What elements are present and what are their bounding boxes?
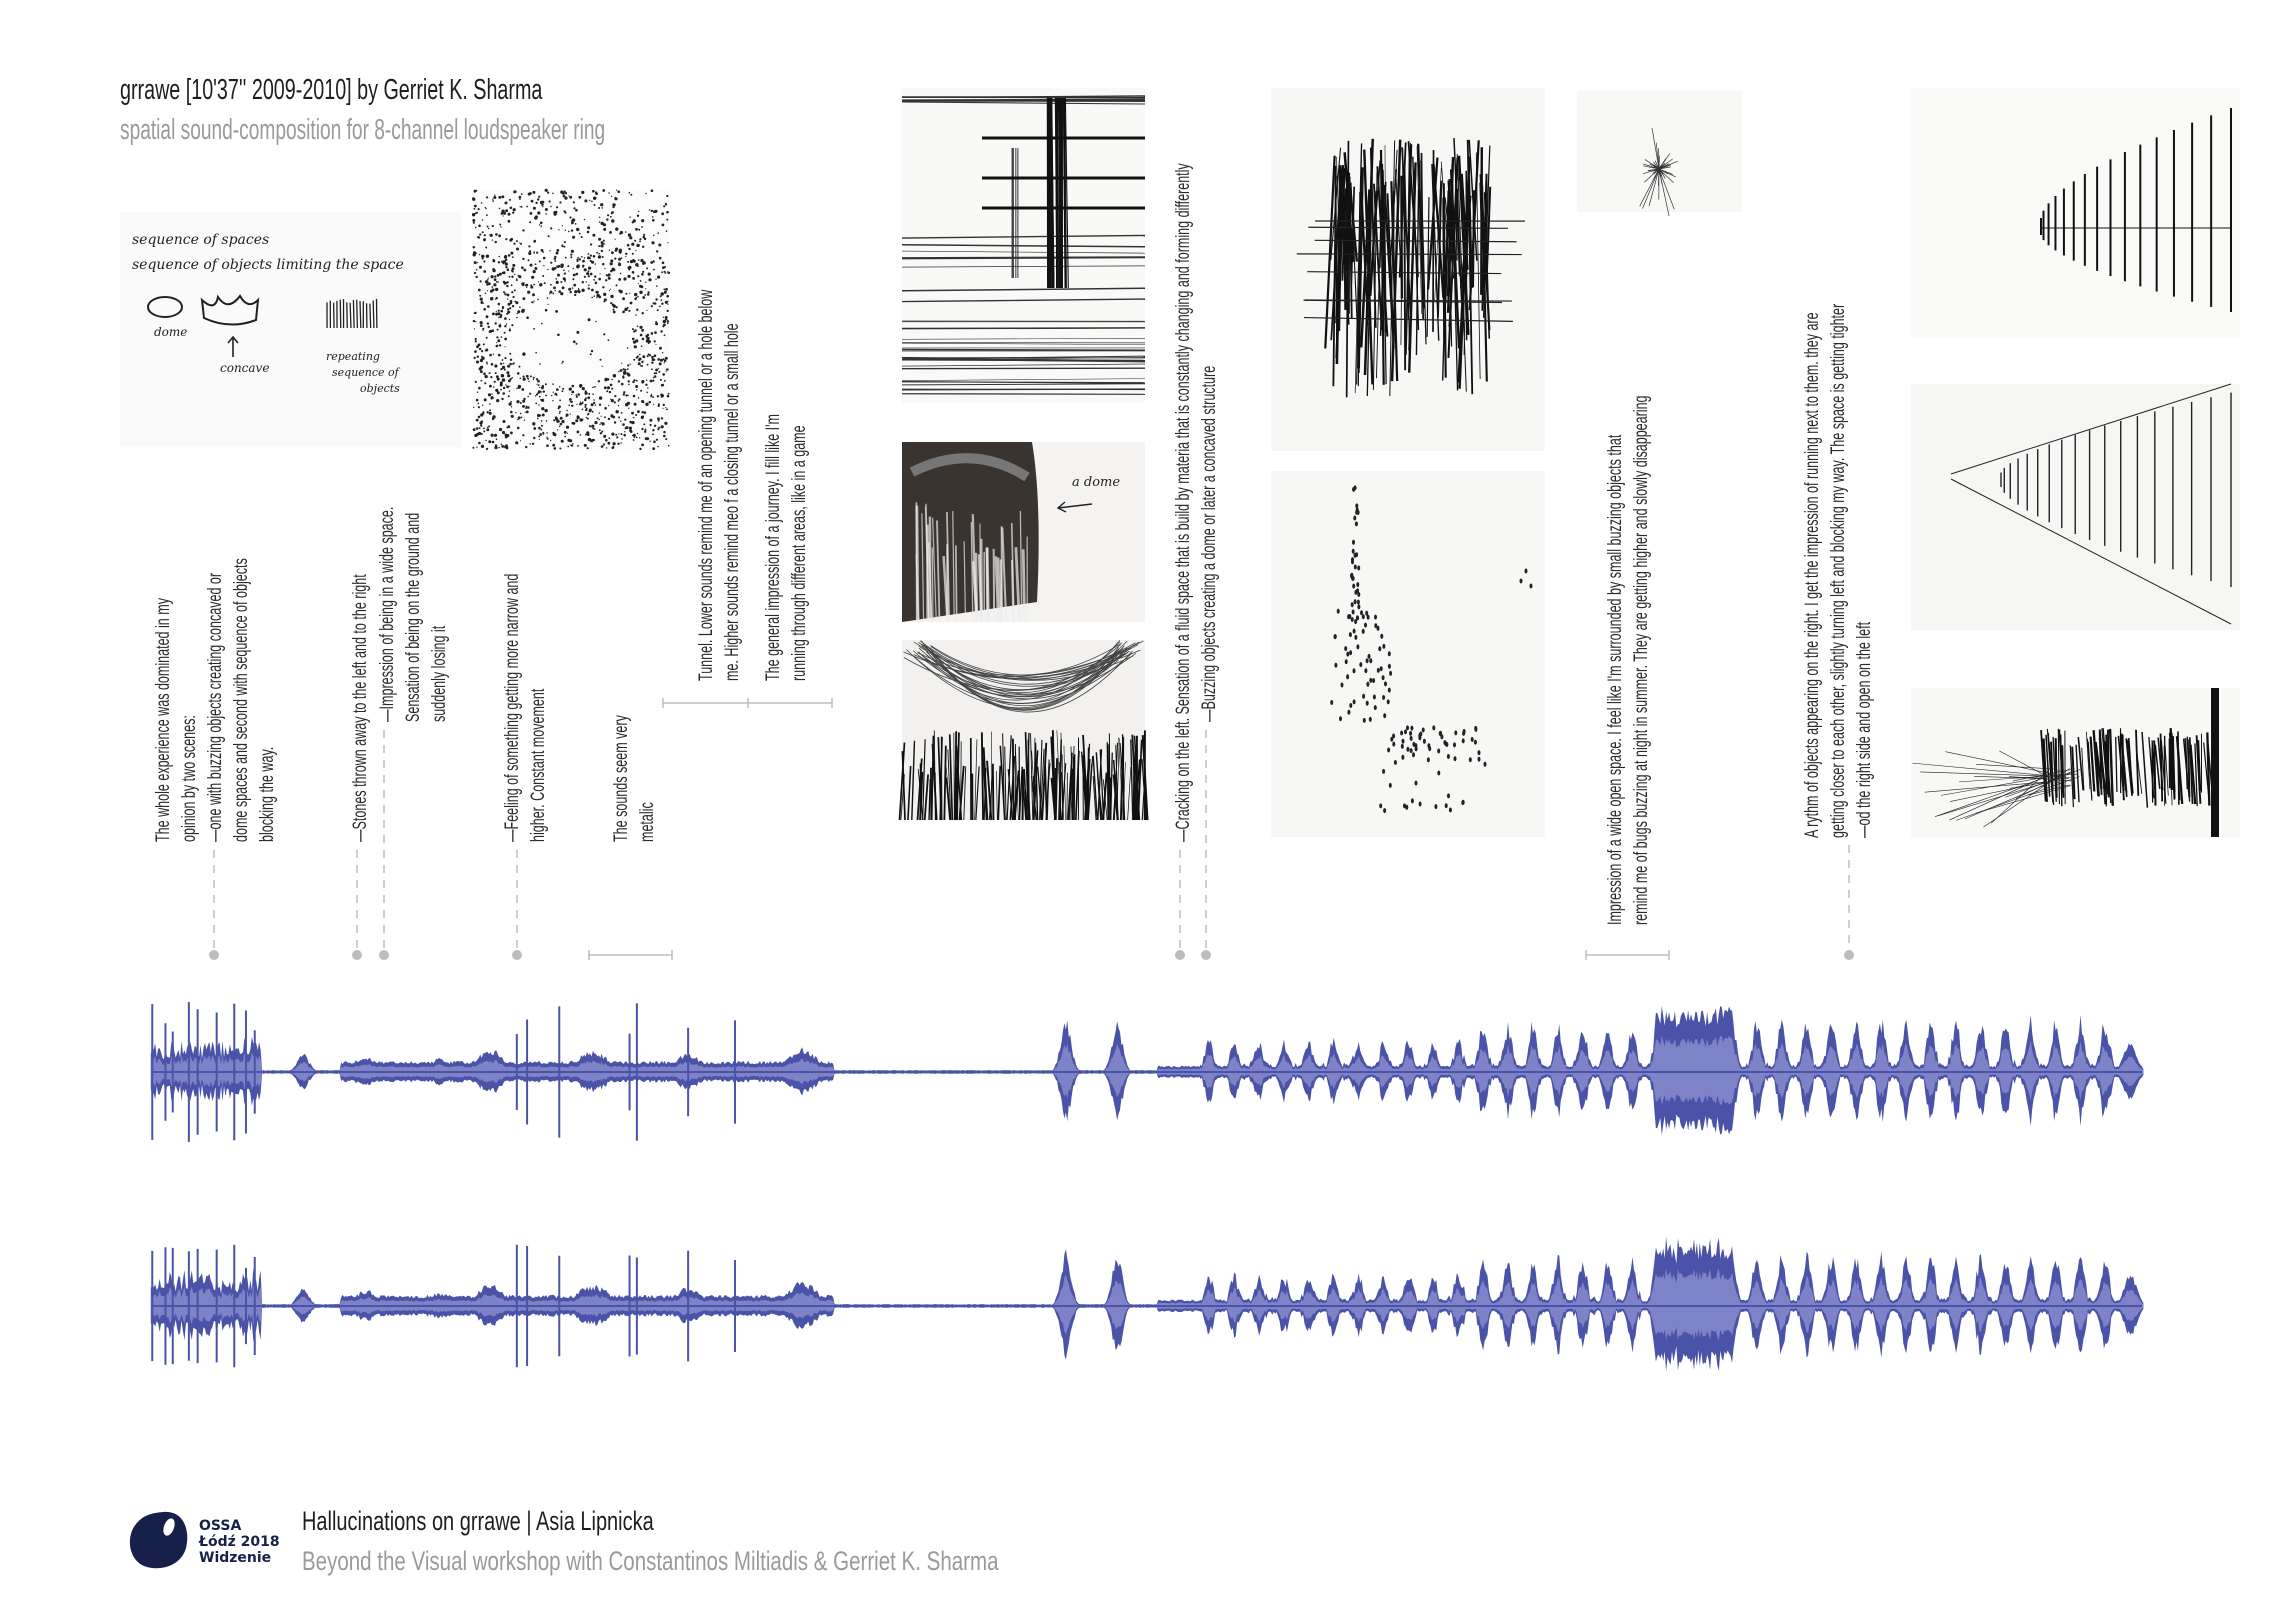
sketch-scatter-dots bbox=[1271, 471, 1545, 837]
handwritten-label: a dome bbox=[1072, 475, 1120, 490]
page-subtitle: spatial sound-composition for 8-channel … bbox=[120, 114, 606, 146]
annotation-text: —Impression of being in a wide space. Sen… bbox=[375, 507, 453, 722]
annotation-line: Tunnel. Lower sounds remind me of an ope… bbox=[696, 289, 717, 681]
annotation-line: The whole experience was dominated in my bbox=[153, 598, 174, 842]
sketch-perspective-corridor bbox=[1911, 383, 2240, 630]
annotation-text: A rythm of objects appearing on the righ… bbox=[1800, 304, 1878, 838]
sketch-concave bbox=[898, 640, 1149, 821]
annotation-line: metalic bbox=[637, 802, 658, 842]
annotation-text: —Feeling of something getting more narro… bbox=[500, 574, 552, 842]
leader-dot bbox=[379, 950, 389, 960]
annotation-leaders bbox=[209, 698, 1854, 960]
handwritten-label: sequence of objects limiting the space bbox=[132, 257, 404, 273]
annotation-text: The sounds seem very metalic bbox=[609, 715, 661, 842]
annotation-text: —Cracking on the left. Sensation of a fl… bbox=[1171, 163, 1197, 842]
leader-dot bbox=[512, 950, 522, 960]
annotation-line: opinion by two scenes: bbox=[179, 715, 200, 842]
sketch-vertical-scribble bbox=[1271, 88, 1545, 451]
annotation-line: —Stones thrown away to the left and to t… bbox=[350, 574, 371, 842]
annotation-line: higher. Constant movement bbox=[528, 688, 549, 842]
sketch-dot-field bbox=[471, 188, 671, 451]
leader-dot bbox=[1201, 950, 1211, 960]
handwritten-label: repeating bbox=[326, 350, 380, 363]
waveforms bbox=[150, 1002, 2144, 1372]
annotation-line: me. Higher sounds remind meo f a closing… bbox=[722, 323, 743, 681]
annotation-text: Impression of a wide open space. I feel … bbox=[1603, 395, 1655, 925]
page-title: grrawe [10'37'' 2009-2010] by Gerriet K.… bbox=[120, 74, 543, 106]
annotation-line: The sounds seem very bbox=[611, 715, 632, 842]
logo-line: OSSA bbox=[199, 1518, 242, 1534]
annotation-line: A rythm of objects appearing on the righ… bbox=[1802, 312, 1823, 839]
annotation-line: —Buzzing objects creating a dome or late… bbox=[1199, 365, 1220, 722]
leader-dot bbox=[1844, 950, 1854, 960]
logo-line: Łódź 2018 bbox=[199, 1534, 280, 1550]
handwritten-label: objects bbox=[360, 382, 400, 395]
waveform-channel-2 bbox=[150, 1237, 2144, 1372]
leader-dot bbox=[209, 950, 219, 960]
logo-line: Widzenie bbox=[199, 1550, 272, 1566]
annotation-line: dome spaces and second with sequence of … bbox=[231, 558, 252, 842]
handwritten-label: sequence of bbox=[332, 366, 401, 379]
footer-title: Hallucinations on grrawe | Asia Lipnicka bbox=[302, 1506, 654, 1536]
annotation-line: —Feeling of something getting more narro… bbox=[502, 573, 523, 842]
sketch-grid-lines bbox=[901, 88, 1146, 403]
annotation-line: blocking the way. bbox=[257, 746, 278, 842]
logo-text: OSSA Łódź 2018 Widzenie bbox=[199, 1518, 280, 1566]
waveform-channel-1 bbox=[150, 1002, 2144, 1142]
annotation-line: —od the right side and open on the left bbox=[1854, 621, 1875, 838]
sketch-spike bbox=[1577, 91, 1742, 217]
annotation-text: —Buzzing objects creating a dome or late… bbox=[1197, 366, 1223, 722]
annotation-line: —Impression of being in a wide space. bbox=[377, 506, 398, 722]
leader-dot bbox=[352, 950, 362, 960]
sketches: sequence of spaces sequence of objects li… bbox=[120, 88, 2240, 837]
leader-dot bbox=[1175, 950, 1185, 960]
annotation-line: —one with buzzing objects creating conca… bbox=[205, 572, 226, 842]
annotation-line: running through different areas, like in… bbox=[789, 425, 810, 681]
footer-subtitle: Beyond the Visual workshop with Constant… bbox=[302, 1546, 999, 1576]
handwritten-label: sequence of spaces bbox=[132, 232, 269, 248]
annotation-line: getting closer to each other, slightly t… bbox=[1828, 303, 1849, 839]
annotation-text: —Stones thrown away to the left and to t… bbox=[348, 574, 374, 842]
annotation-line: suddenly losing it bbox=[429, 625, 450, 722]
handwritten-label: dome bbox=[154, 325, 187, 339]
annotation-line: Impression of a wide open space. I feel … bbox=[1605, 434, 1626, 925]
annotation-line: Sensation of being on the ground and bbox=[403, 512, 424, 722]
annotation-text: The general impression of a journey. I f… bbox=[761, 414, 813, 681]
ossa-logo-icon bbox=[129, 1511, 188, 1569]
sketch-dense-block bbox=[1911, 688, 2240, 837]
annotation-line: —Cracking on the left. Sensation of a fl… bbox=[1173, 163, 1194, 842]
sketch-perspective-lines bbox=[1911, 88, 2240, 337]
annotation-line: remind me of bugs buzzing at night in su… bbox=[1631, 395, 1652, 926]
annotation-text: The whole experience was dominated in my… bbox=[151, 558, 281, 842]
sketch-sequence-notes: sequence of spaces sequence of objects li… bbox=[120, 212, 461, 447]
sketch-dome: a dome bbox=[902, 442, 1145, 623]
handwritten-label: concave bbox=[220, 361, 269, 375]
annotation-text: Tunnel. Lower sounds remind me of an ope… bbox=[694, 290, 746, 681]
annotation-line: The general impression of a journey. I f… bbox=[763, 413, 784, 681]
